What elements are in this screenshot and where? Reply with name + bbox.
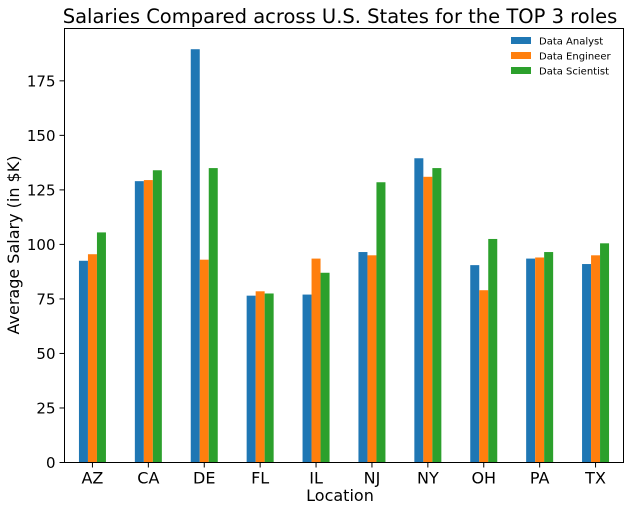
bar-data-analyst-az <box>78 260 88 463</box>
bar-data-scientist-oh <box>488 238 498 463</box>
bar-data-scientist-de <box>208 168 218 463</box>
y-axis: 0 25 50 75 100 125 150 175 <box>27 72 65 472</box>
bar-data-engineer-oh <box>479 290 489 463</box>
x-axis: AZ CA DE FL IL NJ NY OH PA TX <box>81 462 606 488</box>
bar-data-engineer-pa <box>535 257 545 463</box>
bar-data-engineer-az <box>87 254 97 463</box>
y-tick-label: 125 <box>27 181 56 199</box>
y-tick-label: 25 <box>36 399 55 417</box>
bar-data-engineer-tx <box>591 255 601 463</box>
bar-data-analyst-oh <box>470 265 480 463</box>
bar-data-engineer-fl <box>255 291 265 463</box>
bar-data-analyst-ny <box>414 158 424 463</box>
bar-data-analyst-il <box>302 294 312 463</box>
x-tick-label-nj: NJ <box>364 469 381 488</box>
y-axis-label: Average Salary (in $K) <box>4 156 23 335</box>
bar-data-engineer-ny <box>423 176 433 463</box>
x-tick-label-tx: TX <box>584 469 606 488</box>
y-tick-label: 75 <box>36 290 55 308</box>
y-tick-label: 50 <box>36 345 55 363</box>
legend-label-data-scientist: Data Scientist <box>539 67 609 78</box>
x-tick-label-pa: PA <box>530 469 550 488</box>
bar-data-analyst-de <box>190 49 200 463</box>
y-tick-label: 175 <box>27 72 56 90</box>
plot-frame <box>64 28 624 463</box>
bars-layer <box>78 49 610 463</box>
legend-label-data-analyst: Data Analyst <box>539 37 603 48</box>
bar-data-analyst-pa <box>526 258 536 463</box>
bar-data-analyst-ca <box>134 181 144 463</box>
legend-swatch <box>511 52 531 59</box>
bar-data-scientist-tx <box>600 243 610 463</box>
bar-data-scientist-pa <box>544 252 554 463</box>
x-tick-label-il: IL <box>309 469 323 488</box>
bar-data-scientist-fl <box>264 293 274 463</box>
legend: Data Analyst Data Engineer Data Scientist <box>511 37 611 78</box>
x-tick-label-az: AZ <box>81 469 103 488</box>
y-tick-label: 0 <box>46 454 56 472</box>
legend-swatch <box>511 67 531 74</box>
bar-data-analyst-fl <box>246 295 256 463</box>
x-tick-label-oh: OH <box>471 469 496 488</box>
bar-data-engineer-nj <box>367 255 377 463</box>
x-tick-label-de: DE <box>193 469 215 488</box>
bar-data-scientist-nj <box>376 182 386 463</box>
chart-title: Salaries Compared across U.S. States for… <box>63 5 618 28</box>
x-tick-label-ca: CA <box>137 469 159 488</box>
x-axis-label: Location <box>306 486 374 505</box>
bar-data-engineer-de <box>199 259 209 463</box>
bar-data-scientist-il <box>320 272 330 463</box>
bar-data-scientist-az <box>96 232 106 463</box>
bar-data-scientist-ny <box>432 168 442 463</box>
bar-data-engineer-il <box>311 258 321 463</box>
x-tick-label-fl: FL <box>251 469 269 488</box>
bar-data-scientist-ca <box>152 170 162 463</box>
legend-swatch <box>511 37 531 44</box>
y-tick-label: 150 <box>27 127 56 145</box>
legend-label-data-engineer: Data Engineer <box>539 52 611 63</box>
bar-data-analyst-tx <box>582 264 592 463</box>
y-tick-label: 100 <box>27 236 56 254</box>
bar-data-analyst-nj <box>358 252 368 463</box>
x-tick-label-ny: NY <box>417 469 439 488</box>
bar-data-engineer-ca <box>143 180 153 463</box>
